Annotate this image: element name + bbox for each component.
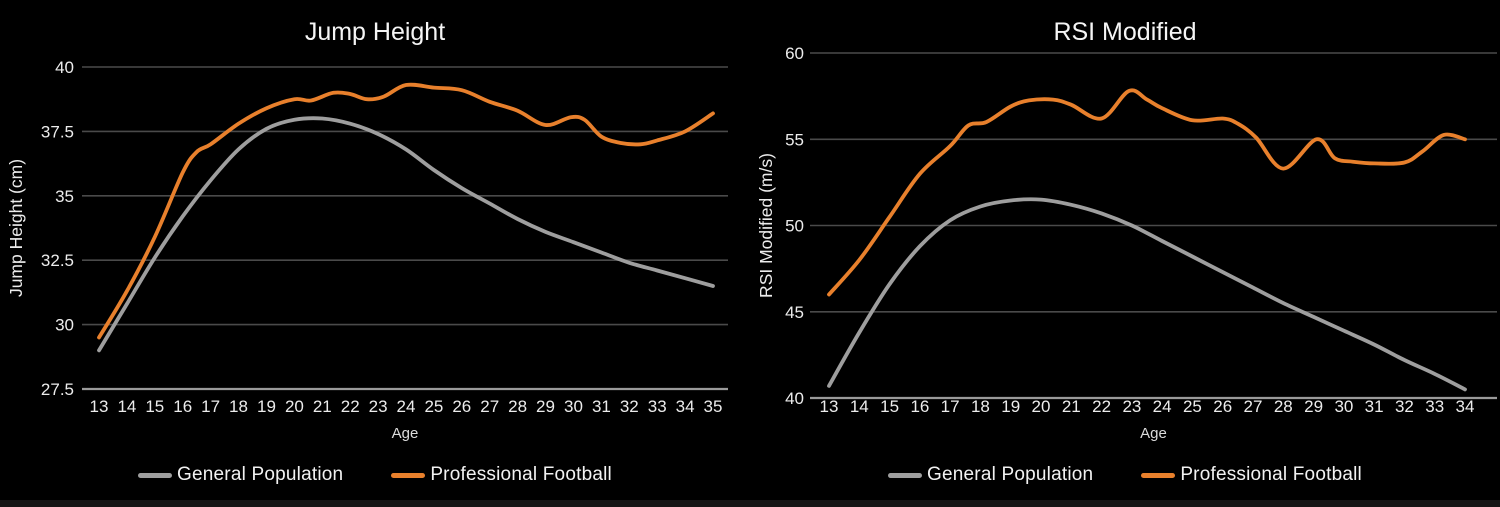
legend-label: General Population (927, 464, 1094, 485)
y-tick-label: 40 (55, 58, 74, 77)
x-tick-label: 22 (1092, 397, 1111, 416)
legend-rsi-modified: General Population Professional Football (750, 464, 1500, 486)
legend-item-general-population: General Population (888, 464, 1093, 486)
x-tick-label: 14 (117, 397, 136, 416)
x-tick-label: 28 (1274, 397, 1293, 416)
y-tick-label: 40 (785, 389, 804, 408)
x-tick-label: 27 (480, 397, 499, 416)
jump-height-plot: 27.5 30 32.5 35 37.5 40 13 14 15 16 17 18 19 20 21 22 23… (6, 18, 728, 442)
x-tick-label: 34 (1456, 397, 1475, 416)
y-axis-label: RSI Modified (m/s) (756, 153, 776, 298)
legend-jump-height: General Population Professional Football (0, 464, 750, 486)
x-tick-label: 13 (90, 397, 109, 416)
x-tick-label: 31 (592, 397, 611, 416)
x-tick-label: 21 (1062, 397, 1081, 416)
x-tick-label: 28 (508, 397, 527, 416)
x-tick-label: 23 (1122, 397, 1141, 416)
x-tick-label: 19 (1001, 397, 1020, 416)
x-tick-label: 16 (173, 397, 192, 416)
x-tick-label: 30 (1334, 397, 1353, 416)
y-tick-label: 30 (55, 316, 74, 335)
series-line-general-population (97, 116, 715, 353)
y-tick-label: 35 (55, 187, 74, 206)
rsi-modified-plot: 40 45 50 55 60 13 14 15 16 17 18 19 20 21 22 23 24 25 26 27… (756, 18, 1497, 442)
x-tick-label: 30 (564, 397, 583, 416)
x-tick-label: 17 (201, 397, 220, 416)
x-tick-label: 20 (1032, 397, 1051, 416)
legend-label: Professional Football (1180, 464, 1362, 485)
y-axis-label: Jump Height (cm) (6, 159, 26, 297)
x-tick-label: 26 (1213, 397, 1232, 416)
x-axis-label: Age (392, 425, 419, 442)
y-tick-label: 27.5 (41, 380, 74, 399)
y-tick-label: 37.5 (41, 122, 74, 141)
x-tick-label: 29 (1304, 397, 1323, 416)
x-tick-label: 23 (369, 397, 388, 416)
chart-jump-height: 27.5 30 32.5 35 37.5 40 13 14 15 16 17 18 19 20 21 22 23… (0, 18, 750, 486)
x-tick-label: 17 (941, 397, 960, 416)
x-tick-label: 21 (313, 397, 332, 416)
bottom-bar (0, 500, 1500, 507)
legend-label: General Population (177, 464, 344, 485)
x-tick-label: 18 (971, 397, 990, 416)
x-tick-label: 33 (648, 397, 667, 416)
x-tick-label: 24 (1153, 397, 1172, 416)
x-tick-label: 31 (1365, 397, 1384, 416)
chart-title: Jump Height (305, 18, 445, 46)
y-tick-label: 32.5 (41, 251, 74, 270)
x-tick-label: 35 (704, 397, 723, 416)
x-axis-label: Age (1140, 425, 1167, 442)
x-tick-label: 29 (536, 397, 555, 416)
legend-item-general-population: General Population (138, 464, 343, 486)
legend-item-professional-football: Professional Football (1141, 464, 1362, 486)
series-line-general-population (827, 197, 1467, 392)
x-tick-label: 22 (341, 397, 360, 416)
x-tick-label: 13 (820, 397, 839, 416)
y-tick-label: 45 (785, 303, 804, 322)
series-line-professional-football (97, 82, 715, 340)
x-tick-label: 15 (880, 397, 899, 416)
legend-line-swatch (1141, 472, 1176, 478)
x-tick-label: 14 (850, 397, 869, 416)
x-tick-label: 34 (676, 397, 695, 416)
x-tick-label: 19 (257, 397, 276, 416)
y-tick-label: 60 (785, 44, 804, 63)
legend-line-swatch (391, 472, 426, 478)
legend-line-swatch (888, 472, 923, 478)
y-tick-label: 50 (785, 217, 804, 236)
chart-rsi-modified: 40 45 50 55 60 13 14 15 16 17 18 19 20 21 22 23 24 25 26 27… (750, 0, 1500, 507)
x-tick-label: 33 (1425, 397, 1444, 416)
x-tick-label: 27 (1244, 397, 1263, 416)
x-tick-label: 32 (1395, 397, 1414, 416)
y-tick-label: 55 (785, 130, 804, 149)
x-tick-label: 25 (1183, 397, 1202, 416)
x-tick-label: 15 (145, 397, 164, 416)
x-tick-label: 32 (620, 397, 639, 416)
legend-item-professional-football: Professional Football (391, 464, 612, 486)
legend-line-swatch (138, 472, 173, 478)
x-tick-label: 26 (452, 397, 471, 416)
x-tick-label: 18 (229, 397, 248, 416)
x-tick-label: 16 (910, 397, 929, 416)
legend-label: Professional Football (430, 464, 612, 485)
chart-title: RSI Modified (1053, 18, 1196, 46)
x-tick-label: 20 (285, 397, 304, 416)
x-tick-label: 25 (424, 397, 443, 416)
x-tick-label: 24 (397, 397, 416, 416)
series-line-professional-football (827, 88, 1467, 297)
